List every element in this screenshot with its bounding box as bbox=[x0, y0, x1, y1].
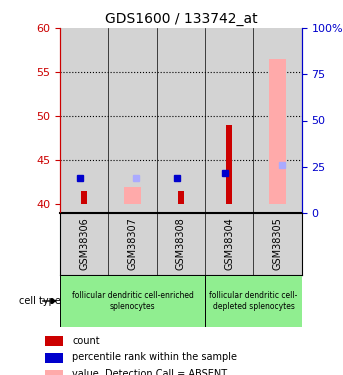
Text: percentile rank within the sample: percentile rank within the sample bbox=[72, 352, 237, 362]
Bar bbox=[108, 28, 157, 213]
FancyBboxPatch shape bbox=[205, 275, 302, 327]
Bar bbox=[124, 187, 141, 204]
Text: GSM38306: GSM38306 bbox=[79, 217, 89, 270]
Bar bbox=[253, 28, 302, 213]
Bar bbox=[60, 28, 108, 213]
Bar bbox=[45, 353, 63, 363]
Bar bbox=[226, 125, 232, 204]
Bar bbox=[45, 336, 63, 346]
Text: GSM38307: GSM38307 bbox=[128, 217, 138, 270]
Text: GSM38305: GSM38305 bbox=[273, 217, 283, 270]
Text: GSM38304: GSM38304 bbox=[224, 217, 234, 270]
FancyBboxPatch shape bbox=[60, 275, 205, 327]
Bar bbox=[205, 28, 253, 213]
Text: follicular dendritic cell-enriched
splenocytes: follicular dendritic cell-enriched splen… bbox=[72, 291, 193, 311]
Text: count: count bbox=[72, 336, 100, 346]
Bar bbox=[45, 369, 63, 375]
Text: follicular dendritic cell-
depleted splenocytes: follicular dendritic cell- depleted sple… bbox=[209, 291, 298, 311]
Text: value, Detection Call = ABSENT: value, Detection Call = ABSENT bbox=[72, 369, 227, 375]
Title: GDS1600 / 133742_at: GDS1600 / 133742_at bbox=[105, 12, 257, 26]
Bar bbox=[269, 59, 286, 204]
Text: cell type: cell type bbox=[19, 296, 61, 306]
Bar bbox=[178, 191, 184, 204]
Bar bbox=[157, 28, 205, 213]
Bar bbox=[81, 191, 87, 204]
Text: GSM38308: GSM38308 bbox=[176, 217, 186, 270]
